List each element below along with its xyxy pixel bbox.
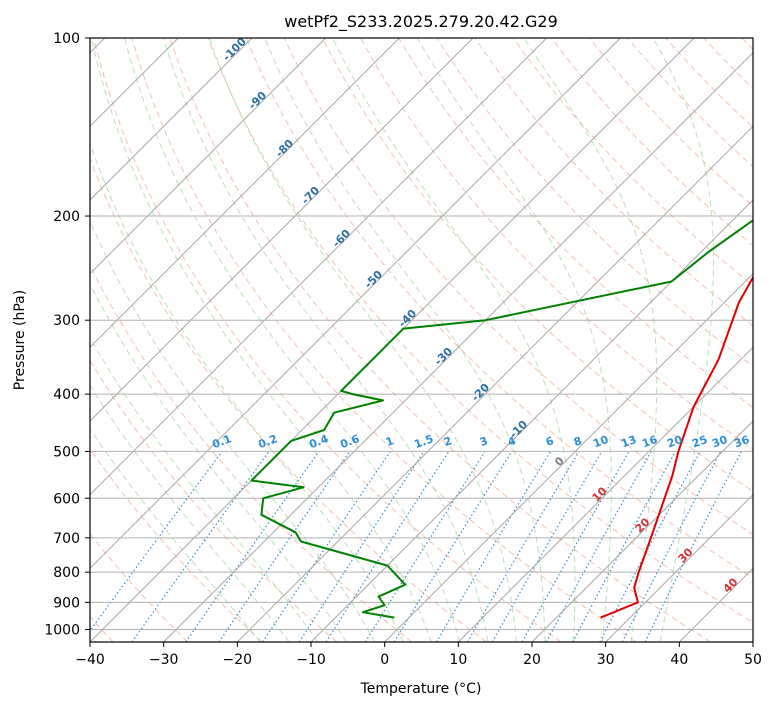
mixing-ratio-label: 0.1 bbox=[210, 432, 233, 451]
isotherm-label: 30 bbox=[676, 545, 696, 565]
x-tick-label: −40 bbox=[75, 652, 105, 668]
line-labels: -100-90-80-70-60-50-40-30-20-10010203040… bbox=[210, 35, 751, 596]
isotherm-label: -50 bbox=[362, 268, 385, 291]
y-tick-label: 400 bbox=[53, 387, 80, 403]
mixing-ratio-label: 0.6 bbox=[338, 432, 361, 451]
y-tick-label: 900 bbox=[53, 595, 80, 611]
y-tick-label: 600 bbox=[53, 491, 80, 507]
mixing-ratio-label: 3 bbox=[478, 434, 490, 449]
y-axis: 100 200 300 400 500 600 700 800 900 1000 bbox=[44, 31, 90, 638]
mixing-ratio-label: 36 bbox=[732, 433, 751, 451]
plot-frame bbox=[89, 37, 754, 643]
x-tick-label: −10 bbox=[296, 652, 326, 668]
mixing-ratio-label: 0.2 bbox=[256, 432, 279, 451]
mixing-ratio-label: 30 bbox=[710, 433, 729, 451]
x-tick-label: 20 bbox=[523, 652, 541, 668]
x-tick-label: 10 bbox=[449, 652, 467, 668]
y-tick-label: 100 bbox=[53, 31, 80, 47]
y-tick-label: 200 bbox=[53, 209, 80, 225]
grid-lines bbox=[90, 38, 753, 642]
x-tick-label: 0 bbox=[380, 652, 389, 668]
x-tick-label: 30 bbox=[597, 652, 615, 668]
data-lines bbox=[250, 219, 753, 619]
y-tick-label: 700 bbox=[53, 531, 80, 547]
isotherm-label: 20 bbox=[633, 515, 653, 535]
y-axis-label: Pressure (hPa) bbox=[12, 290, 28, 390]
mixing-ratio-label: 10 bbox=[591, 433, 610, 451]
mixing-ratio-label: 6 bbox=[544, 434, 556, 449]
x-tick-label: −20 bbox=[223, 652, 253, 668]
isotherm-label: -30 bbox=[432, 345, 455, 368]
isotherm-label: -100 bbox=[220, 35, 249, 64]
x-tick-label: 50 bbox=[744, 652, 762, 668]
mixing-ratio-label: 1 bbox=[384, 434, 396, 449]
mixing-ratio-label: 4 bbox=[506, 434, 518, 449]
x-tick-label: −30 bbox=[149, 652, 179, 668]
x-tick-label: 40 bbox=[670, 652, 688, 668]
mixing-ratio-label: 0.4 bbox=[307, 432, 330, 451]
y-tick-label: 500 bbox=[53, 444, 80, 460]
mixing-ratio-label: 20 bbox=[665, 433, 684, 451]
mixing-ratio-label: 16 bbox=[640, 433, 659, 451]
mixing-ratio-label: 8 bbox=[572, 434, 584, 449]
isotherm-label: -90 bbox=[246, 89, 269, 112]
y-tick-label: 1000 bbox=[44, 622, 80, 638]
isotherm-label: 40 bbox=[721, 575, 741, 595]
isotherm-label: -20 bbox=[469, 381, 492, 404]
isotherm-label: -60 bbox=[330, 227, 353, 250]
background-lines bbox=[90, 38, 753, 642]
mixing-ratio-label: 1.5 bbox=[412, 432, 435, 451]
y-tick-label: 300 bbox=[53, 313, 80, 329]
mixing-ratio-label: 13 bbox=[619, 433, 638, 450]
x-axis-label: Temperature (°C) bbox=[360, 681, 482, 697]
series-line-dewpoint bbox=[250, 219, 753, 619]
series-line-temperature bbox=[600, 275, 753, 619]
isotherm-label: -70 bbox=[299, 184, 322, 207]
mixing-ratio-label: 2 bbox=[442, 434, 454, 449]
isotherm-label: 10 bbox=[590, 484, 610, 504]
isotherm-label: -80 bbox=[273, 137, 296, 160]
x-axis: −40 −30 −20 −10 0 10 20 30 40 50 bbox=[75, 642, 762, 668]
chart-title: wetPf2_S233.2025.279.20.42.G29 bbox=[284, 12, 558, 32]
mixing-ratio-label: 25 bbox=[690, 433, 709, 450]
y-tick-label: 800 bbox=[53, 565, 80, 581]
